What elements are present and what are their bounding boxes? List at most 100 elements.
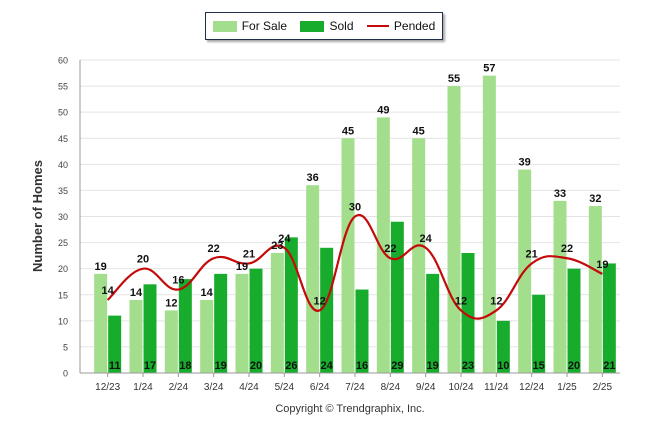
for-sale-value-label: 23	[271, 240, 283, 252]
legend: For Sale Sold Pended	[205, 12, 443, 40]
x-tick-label: 6/24	[310, 382, 330, 393]
bar-sold	[108, 315, 122, 373]
for-sale-value-label: 36	[307, 172, 319, 184]
pended-value-label: 21	[243, 248, 255, 260]
bar-for-sale	[482, 75, 496, 374]
pended-series-line	[106, 213, 603, 320]
pended-value-label: 22	[561, 243, 573, 255]
bar-for-sale	[588, 206, 602, 373]
legend-item-sold[interactable]: Sold	[300, 19, 354, 33]
sold-swatch	[300, 20, 325, 32]
for-sale-value-label: 55	[448, 73, 460, 85]
sold-value-label: 29	[391, 360, 403, 372]
bar-for-sale	[164, 310, 178, 373]
pended-value-label: 19	[596, 259, 608, 271]
for-sale-value-label: 14	[201, 287, 214, 299]
for-sale-swatch	[212, 20, 237, 32]
bar-sold	[496, 320, 510, 373]
bar-for-sale	[129, 299, 143, 373]
y-tick-label: 15	[58, 290, 68, 300]
for-sale-value-label: 45	[342, 125, 354, 137]
for-sale-value-label: 57	[483, 63, 495, 75]
bar-sold	[320, 247, 334, 373]
bar-for-sale	[306, 185, 320, 373]
sold-value-label: 17	[144, 360, 156, 372]
sold-value-label: 19	[215, 360, 227, 372]
y-tick-label: 20	[58, 264, 68, 274]
sold-value-label: 21	[603, 360, 615, 372]
y-tick-label: 0	[63, 369, 68, 379]
bar-for-sale	[553, 200, 567, 373]
bars	[94, 75, 616, 374]
for-sale-value-label: 19	[95, 261, 107, 273]
sold-value-label: 20	[568, 360, 580, 372]
bar-for-sale	[94, 273, 108, 373]
pended-value-label: 24	[278, 233, 291, 245]
y-tick-label: 10	[58, 316, 68, 326]
for-sale-value-label: 33	[554, 188, 566, 200]
sold-value-label: 19	[427, 360, 439, 372]
pended-value-label: 14	[102, 285, 115, 297]
legend-item-for-sale[interactable]: For Sale	[212, 19, 287, 33]
sold-value-label: 26	[285, 360, 297, 372]
bar-sold	[602, 263, 616, 373]
bar-for-sale	[376, 117, 390, 373]
bar-for-sale	[447, 86, 461, 373]
x-tick-label: 2/24	[169, 382, 189, 393]
pended-value-label: 12	[314, 295, 326, 307]
for-sale-value-label: 39	[519, 157, 531, 169]
x-tick-label: 9/24	[416, 382, 436, 393]
pended-value-label: 24	[420, 233, 433, 245]
x-tick-label: 2/25	[593, 382, 613, 393]
x-tick-label: 3/24	[204, 382, 224, 393]
bar-sold	[178, 279, 192, 373]
x-tick-label: 5/24	[275, 382, 295, 393]
for-sale-value-label: 12	[165, 297, 177, 309]
x-tick-label: 12/23	[95, 382, 120, 393]
x-tick-label: 12/24	[519, 382, 544, 393]
sold-value-label: 10	[497, 360, 509, 372]
bar-sold	[532, 294, 546, 373]
for-sale-value-label: 45	[413, 125, 425, 137]
axes: 0 5 10 15 20 25 30 35 40 45 50 55 60 12/23 1/24 2/24 3/2…	[58, 56, 620, 393]
sold-value-label: 24	[321, 360, 334, 372]
y-tick-label: 25	[58, 238, 68, 248]
y-tick-label: 5	[63, 342, 68, 352]
bar-for-sale	[270, 253, 284, 373]
sold-value-label: 20	[250, 360, 262, 372]
y-tick-label: 50	[58, 108, 68, 118]
pended-value-label: 12	[455, 295, 467, 307]
x-tick-label: 11/24	[484, 382, 509, 393]
pended-value-label: 21	[526, 248, 538, 260]
for-sale-value-label: 32	[589, 193, 601, 205]
pended-value-label: 30	[349, 202, 361, 214]
y-tick-label: 30	[58, 212, 68, 222]
pended-value-label: 22	[384, 243, 396, 255]
sold-value-label: 23	[462, 360, 474, 372]
x-tick-label: 1/25	[557, 382, 577, 393]
legend-label-sold: Sold	[329, 19, 354, 33]
bar-for-sale	[341, 138, 355, 373]
pended-value-label: 16	[172, 275, 184, 287]
pended-value-label: 20	[137, 254, 149, 266]
bar-sold	[567, 268, 581, 373]
for-sale-value-label: 49	[377, 104, 389, 116]
sold-value-label: 16	[356, 360, 368, 372]
data-labels: 19 11 14 17 12 18 14 19 19 20 23 26 36 24 45 16 49 29 45 19…	[95, 63, 616, 372]
bar-sold	[355, 289, 369, 373]
bar-sold	[249, 268, 263, 373]
sold-value-label: 18	[179, 360, 191, 372]
x-tick-label: 8/24	[381, 382, 401, 393]
sold-value-label: 15	[533, 360, 545, 372]
y-tick-label: 35	[58, 186, 68, 196]
bar-for-sale	[200, 299, 214, 373]
bar-for-sale	[412, 138, 426, 373]
legend-item-pended[interactable]: Pended	[366, 19, 435, 33]
bar-sold	[461, 253, 475, 373]
for-sale-value-label: 19	[236, 261, 248, 273]
x-tick-label: 10/24	[448, 382, 473, 393]
bar-sold	[284, 237, 298, 373]
y-tick-label: 60	[58, 56, 68, 66]
bar-sold	[426, 273, 440, 373]
